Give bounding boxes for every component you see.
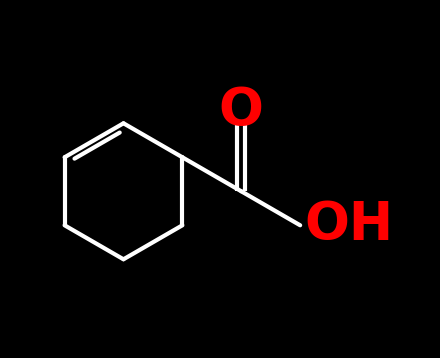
Text: O: O xyxy=(219,85,264,137)
Text: OH: OH xyxy=(304,199,394,251)
